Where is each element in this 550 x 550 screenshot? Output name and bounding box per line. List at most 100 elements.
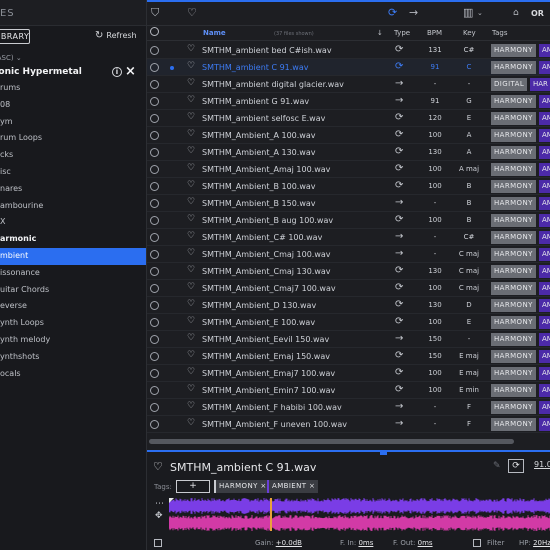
heart-icon[interactable]: ♡	[187, 197, 196, 207]
file-row[interactable]: ♡ SMTHM_Ambient_B 100.wav ⟳ 100 B HARMONY AM	[147, 178, 550, 195]
file-row[interactable]: ♡ SMTHM_Ambient_F uneven 100.wav → - F HARMON…	[147, 416, 550, 433]
row-select-toggle[interactable]	[150, 403, 159, 412]
row-select-toggle[interactable]	[150, 97, 159, 106]
file-row[interactable]: ♡ SMTHM_Ambient_F habibi 100.wav → - F HARMON…	[147, 399, 550, 416]
tag-chip[interactable]: AM	[539, 299, 550, 312]
row-select-toggle[interactable]	[150, 420, 159, 429]
file-row[interactable]: ♡ SMTHM_ambient digital glacier.wav → - - DIG…	[147, 76, 550, 93]
fade-out-value[interactable]: 0ms	[417, 539, 433, 547]
row-select-toggle[interactable]	[150, 352, 159, 361]
tag-chip[interactable]: AM	[539, 95, 550, 108]
tag-chip[interactable]: AM	[539, 197, 550, 210]
tag-chip[interactable]: AM	[539, 401, 550, 414]
row-select-toggle[interactable]	[150, 165, 159, 174]
horizontal-scrollbar[interactable]	[149, 439, 514, 444]
tag-chip[interactable]: HARMONY	[491, 367, 536, 380]
tag-chip[interactable]: AM	[539, 367, 550, 380]
library-button[interactable]: LIBRARY	[0, 29, 30, 44]
sidebar-item[interactable]: issonance	[0, 267, 40, 277]
sidebar-item[interactable]: ocals	[0, 368, 21, 378]
row-select-toggle[interactable]	[150, 301, 159, 310]
sidebar-item[interactable]: X	[0, 217, 6, 227]
row-select-toggle[interactable]	[150, 63, 159, 72]
tag-chip[interactable]: AM	[539, 418, 550, 431]
file-row[interactable]: ♡ SMTHM_Ambient_D 130.wav ⟳ 130 D HARMONY AM	[147, 297, 550, 314]
sidebar-item[interactable]: cks	[0, 150, 14, 160]
file-row[interactable]: ♡ SMTHM_ambient bed C#ish.wav ⟳ 131 C# HARMON…	[147, 42, 550, 59]
heart-icon[interactable]: ♡	[187, 61, 196, 71]
row-select-toggle[interactable]	[150, 46, 159, 55]
sidebar-item[interactable]: ym	[0, 116, 13, 126]
file-row[interactable]: ♡ SMTHM_Ambient_B aug 100.wav ⟳ 100 B HARMONY…	[147, 212, 550, 229]
panel-resize-handle[interactable]	[380, 450, 387, 455]
tag-chip[interactable]: AM	[539, 129, 550, 142]
tag-chip[interactable]: AM	[539, 265, 550, 278]
file-row[interactable]: ♡ SMTHM_Ambient_A 100.wav ⟳ 100 A HARMONY AM	[147, 127, 550, 144]
player-bpm[interactable]: 91.0	[534, 460, 550, 469]
heart-icon[interactable]: ♡	[187, 214, 196, 224]
heart-icon[interactable]: ♡	[187, 299, 196, 309]
column-type[interactable]: Type	[394, 29, 411, 37]
heart-icon[interactable]: ♡	[187, 129, 196, 139]
tag-chip[interactable]: AM	[539, 350, 550, 363]
tag-chip[interactable]: DIGITAL	[491, 78, 528, 91]
piano-keys-icon[interactable]: ▥	[463, 6, 474, 19]
fade-out-control[interactable]: F. Out: 0ms	[393, 539, 433, 547]
heart-icon[interactable]: ♡	[187, 333, 196, 343]
file-row[interactable]: ♡ SMTHM_Ambient_Cmaj 100.wav → - C maj HARMON…	[147, 246, 550, 263]
tag-chip[interactable]: HARMONY	[491, 333, 536, 346]
file-row[interactable]: ♡ SMTHM_Ambient_Cmaj 130.wav ⟳ 130 C maj HARM…	[147, 263, 550, 280]
tag-chip[interactable]: AM	[539, 180, 550, 193]
loop-toggle-button[interactable]: ⟳	[508, 459, 524, 473]
tag-chip[interactable]: HARMONY	[491, 214, 536, 227]
heart-icon[interactable]: ♡	[187, 180, 196, 190]
gain-control[interactable]: Gain: +0.0dB	[255, 539, 302, 547]
tag-chip[interactable]: HARMONY	[491, 197, 536, 210]
tag-chip[interactable]: AM	[539, 316, 550, 329]
sidebar-item[interactable]: everse	[0, 301, 27, 311]
row-select-toggle[interactable]	[150, 233, 159, 242]
close-icon[interactable]: ×	[125, 64, 136, 79]
tag-chip[interactable]: HARMONY	[491, 401, 536, 414]
filter-icon[interactable]: ⛉	[151, 6, 160, 19]
heart-icon[interactable]: ♡	[153, 460, 163, 473]
tag-chip[interactable]: AM	[539, 231, 550, 244]
tag-chip[interactable]: HARMONY	[491, 282, 536, 295]
row-select-toggle[interactable]	[150, 369, 159, 378]
sidebar-item[interactable]: nares	[0, 183, 23, 193]
row-select-toggle[interactable]	[150, 114, 159, 123]
row-select-toggle[interactable]	[150, 250, 159, 259]
file-row[interactable]: ♡ SMTHM_ambient G 91.wav → 91 G HARMONY AM	[147, 93, 550, 110]
row-select-toggle[interactable]	[150, 335, 159, 344]
file-row[interactable]: ♡ SMTHM_Ambient_Emaj7 100.wav ⟳ 100 E maj HAR…	[147, 365, 550, 382]
tag-chip[interactable]: HAR	[530, 78, 550, 91]
add-tag-button[interactable]: +	[176, 480, 210, 493]
row-select-toggle[interactable]	[150, 131, 159, 140]
tag-chip[interactable]: HARMONY	[491, 350, 536, 363]
row-select-toggle[interactable]	[150, 199, 159, 208]
file-row[interactable]: ♡ SMTHM_Ambient_E 100.wav ⟳ 100 E HARMONY AM	[147, 314, 550, 331]
sidebar-item[interactable]: isc	[0, 166, 11, 176]
sidebar-item[interactable]: armonic	[0, 234, 37, 244]
filter-checkbox[interactable]	[473, 539, 481, 547]
file-row[interactable]: ♡ SMTHM_Ambient_Cmaj7 100.wav ⟳ 100 C maj HAR…	[147, 280, 550, 297]
more-icon[interactable]: ⋯	[155, 499, 164, 509]
sidebar-item[interactable]: rums	[0, 83, 21, 92]
row-select-toggle[interactable]	[150, 216, 159, 225]
gain-value[interactable]: +0.0dB	[275, 539, 302, 547]
tag-chip[interactable]: HARMONY	[491, 146, 536, 159]
refresh-button[interactable]: ↻ Refresh	[95, 30, 137, 41]
tag-chip[interactable]: HARMONY	[491, 418, 536, 431]
column-key[interactable]: Key	[463, 29, 476, 37]
tag-chip[interactable]: HARMONY	[491, 265, 536, 278]
hp-control[interactable]: HP: 20Hz	[519, 539, 550, 547]
fade-in-value[interactable]: 0ms	[358, 539, 374, 547]
file-row[interactable]: ♡ SMTHM_Ambient_Amaj 100.wav ⟳ 100 A maj HARM…	[147, 161, 550, 178]
row-select-toggle[interactable]	[150, 148, 159, 157]
tag-chip[interactable]: HARMONY	[491, 299, 536, 312]
start-marker[interactable]	[169, 498, 174, 503]
heart-icon[interactable]: ♡	[187, 95, 196, 105]
tag-chip[interactable]: AM	[539, 146, 550, 159]
tag-chip[interactable]: HARMONY	[491, 163, 536, 176]
tag-chip[interactable]: AM	[539, 248, 550, 261]
